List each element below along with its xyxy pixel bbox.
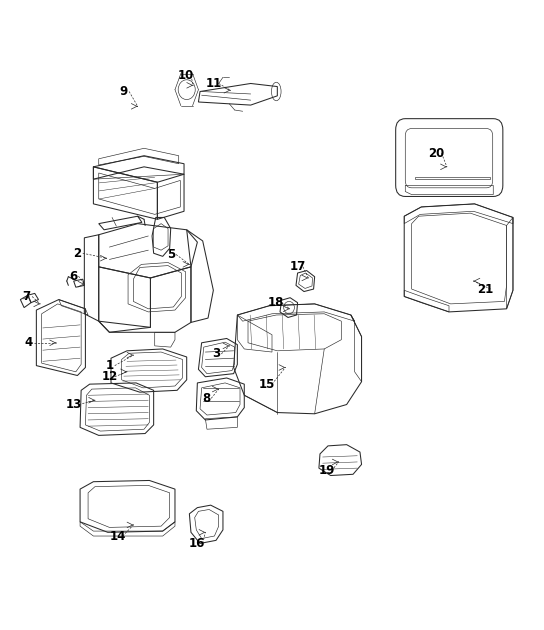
Text: 17: 17 — [289, 260, 306, 273]
Text: 1: 1 — [106, 359, 114, 372]
Text: 18: 18 — [268, 296, 285, 309]
Text: 2: 2 — [73, 247, 82, 260]
Text: 4: 4 — [24, 336, 33, 349]
Text: 13: 13 — [66, 398, 82, 411]
Text: 12: 12 — [101, 370, 118, 383]
Text: 3: 3 — [212, 347, 220, 360]
Text: 11: 11 — [205, 77, 221, 90]
Text: 9: 9 — [120, 85, 128, 98]
Text: 15: 15 — [258, 377, 275, 391]
Text: 16: 16 — [189, 537, 206, 550]
Text: 14: 14 — [109, 530, 126, 542]
Text: 19: 19 — [318, 464, 335, 477]
Text: 20: 20 — [428, 147, 444, 160]
Text: 21: 21 — [477, 283, 493, 295]
Text: 7: 7 — [23, 290, 31, 303]
Text: 5: 5 — [166, 248, 175, 261]
Text: 6: 6 — [69, 270, 77, 283]
Text: 8: 8 — [202, 392, 210, 405]
Text: 10: 10 — [177, 69, 194, 82]
